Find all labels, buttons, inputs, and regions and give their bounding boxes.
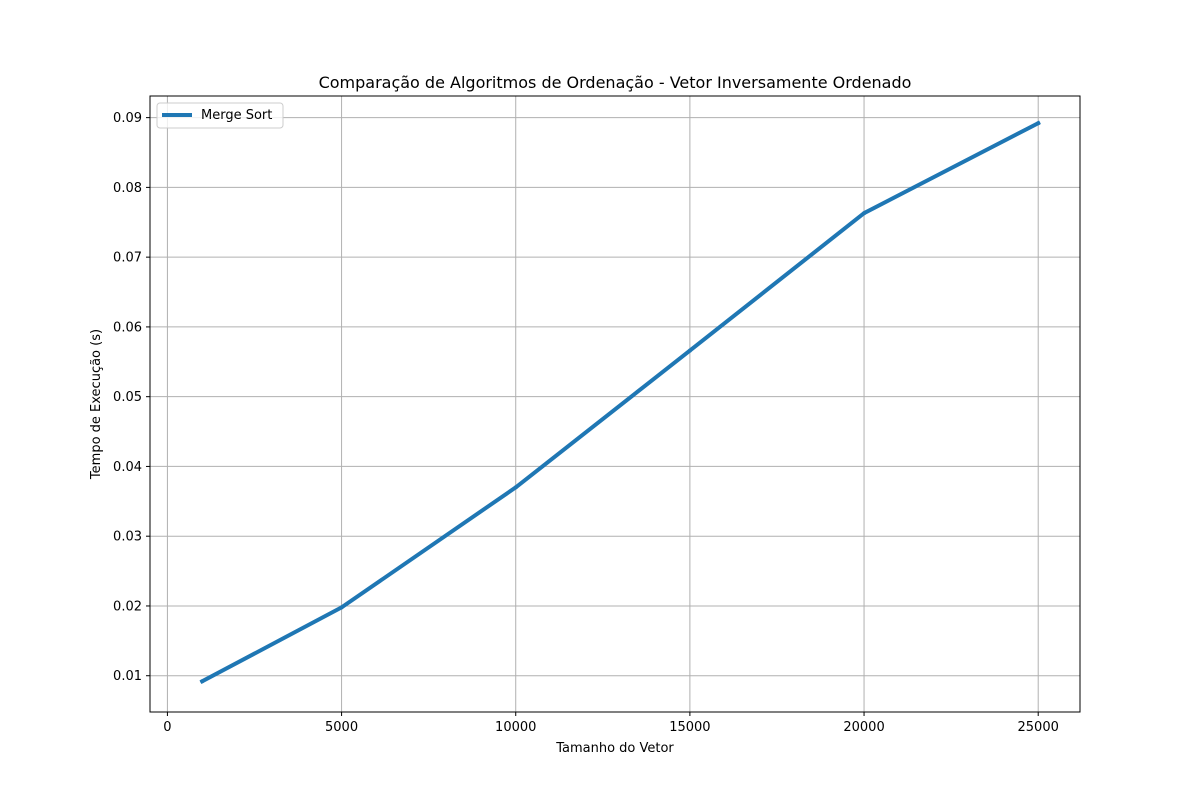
data-point xyxy=(1036,121,1041,126)
x-tick-label: 5000 xyxy=(325,720,358,735)
grid xyxy=(150,96,1080,712)
data-point xyxy=(513,485,518,490)
y-axis-label: Tempo de Execução (s) xyxy=(89,329,104,480)
data-point xyxy=(862,211,867,216)
series-line-merge-sort xyxy=(199,120,1041,685)
y-tick-label: 0.07 xyxy=(113,251,142,266)
y-tick-label: 0.01 xyxy=(113,669,142,684)
legend: Merge Sort xyxy=(156,102,284,129)
x-tick-label: 25000 xyxy=(1018,720,1059,735)
x-tick-label: 10000 xyxy=(495,720,536,735)
series-layer xyxy=(199,120,1041,685)
data-point xyxy=(687,348,692,353)
y-axis-ticks: 0.01 0.02 0.03 0.04 0.05 0.06 0.07 0.08 0.09 xyxy=(113,111,150,684)
x-axis-ticks: 0 5000 10000 15000 20000 25000 xyxy=(163,712,1059,735)
y-tick-label: 0.02 xyxy=(113,599,142,614)
y-tick-label: 0.05 xyxy=(113,390,142,405)
x-tick-label: 15000 xyxy=(669,720,710,735)
y-tick-label: 0.04 xyxy=(113,460,142,475)
y-tick-label: 0.03 xyxy=(113,530,142,545)
y-tick-label: 0.08 xyxy=(113,181,142,196)
plot-frame xyxy=(149,95,1081,713)
data-point xyxy=(200,679,205,684)
y-tick-label: 0.06 xyxy=(113,320,142,335)
legend-box xyxy=(156,102,284,129)
chart-title: Comparação de Algoritmos de Ordenação - … xyxy=(319,73,912,92)
legend-label: Merge Sort xyxy=(201,108,272,123)
y-tick-label: 0.09 xyxy=(113,111,142,126)
x-axis-label: Tamanho do Vetor xyxy=(555,741,674,756)
x-tick-label: 0 xyxy=(163,720,171,735)
x-tick-label: 20000 xyxy=(843,720,884,735)
data-point xyxy=(339,605,344,610)
